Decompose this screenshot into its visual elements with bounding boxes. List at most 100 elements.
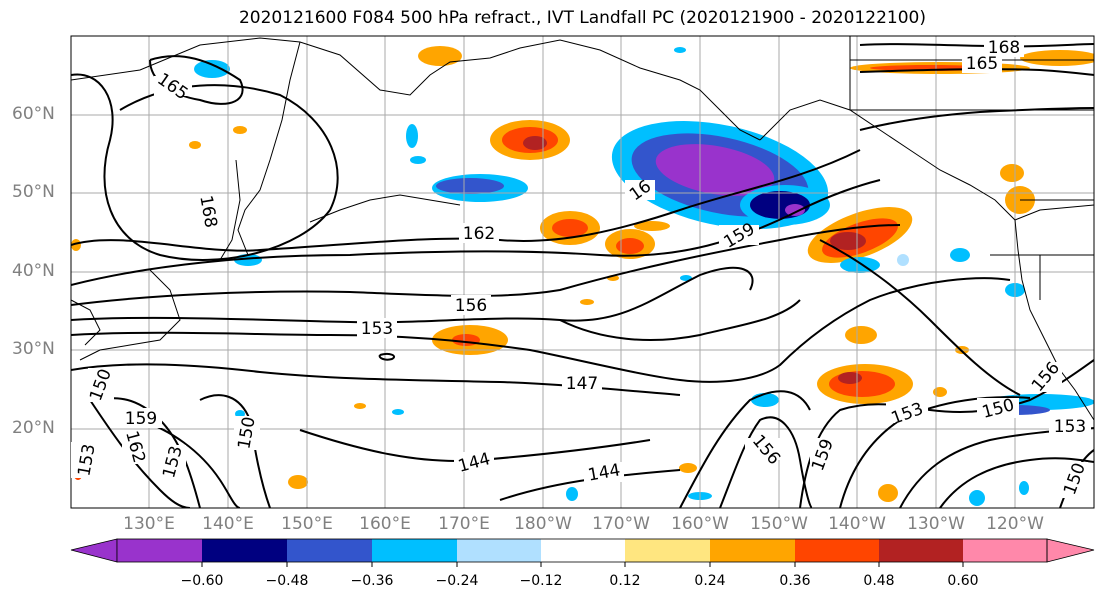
contour-line xyxy=(859,68,1094,76)
lon-label: 160°W xyxy=(671,514,729,534)
colorbar-tick-label: −0.36 xyxy=(350,573,394,589)
anomaly-patch xyxy=(785,204,805,216)
contour-label-group: 150 xyxy=(234,415,260,451)
aleutian-islands xyxy=(309,194,461,223)
anomaly-patch xyxy=(679,463,697,473)
anomaly-patch xyxy=(1019,481,1029,495)
contour-line xyxy=(89,399,191,508)
anomaly-patch xyxy=(288,475,308,489)
refractivity-contours xyxy=(71,43,1094,508)
colorbar-tick-label: 0.48 xyxy=(863,573,895,589)
contour-label: 159 xyxy=(125,409,157,429)
colorbar-max-arrow xyxy=(1046,538,1095,563)
anomaly-patch xyxy=(950,248,970,262)
korea-coastline xyxy=(71,299,101,346)
contour-line xyxy=(939,457,1094,508)
anomaly-patch xyxy=(406,124,418,148)
anomaly-patch xyxy=(655,144,775,196)
map-frame xyxy=(70,35,1095,509)
contour-label-group: 156 xyxy=(451,295,491,316)
lon-label: 180°W xyxy=(514,514,572,534)
anomaly-patch xyxy=(233,126,247,134)
anomaly-patch xyxy=(410,156,426,164)
contour-labels: 165 168 165 16 162 159 168 156 153 147 1… xyxy=(71,37,1091,498)
anomaly-patch xyxy=(566,487,578,501)
colorbar-min-arrow xyxy=(70,538,118,563)
anomaly-patch xyxy=(878,484,898,502)
positive-anomaly-patches xyxy=(71,46,1094,502)
kamchatka-coastline xyxy=(237,41,301,256)
contour-label-group: 150 xyxy=(1060,460,1090,498)
contour-label-group: 153 xyxy=(159,444,187,481)
anomaly-patch xyxy=(750,191,810,219)
contour-line xyxy=(859,107,1094,131)
lat-label: 20°N xyxy=(12,418,55,438)
colorbar xyxy=(70,538,1095,567)
colorbar-segment xyxy=(879,539,963,562)
anomaly-patch xyxy=(634,221,670,231)
anomaly-patch xyxy=(552,219,588,237)
contour-line xyxy=(378,352,396,361)
anomaly-patch xyxy=(751,393,779,407)
negative-anomaly-patches xyxy=(194,47,1105,506)
asia-coastline xyxy=(71,37,761,141)
lon-label: 140°E xyxy=(202,514,254,534)
colorbar-segment xyxy=(372,539,457,562)
anomaly-patch xyxy=(829,371,895,397)
anomaly-patch xyxy=(194,60,230,78)
contour-label-group: 153 xyxy=(71,442,100,478)
lon-label: 170°W xyxy=(592,514,650,534)
contour-line xyxy=(71,73,339,261)
colorbar-segment xyxy=(963,539,1047,562)
anomaly-patch xyxy=(845,326,877,344)
contour-label: 153 xyxy=(361,319,393,339)
contour-label: 153 xyxy=(1054,417,1086,437)
contour-line xyxy=(71,224,901,306)
anomaly-patch xyxy=(523,136,547,150)
japan-coastline xyxy=(79,269,181,361)
colorbar-tick-label: 0.60 xyxy=(947,573,979,589)
colorbar-tick-label: −0.24 xyxy=(435,573,479,589)
contour-line xyxy=(71,179,881,286)
anomaly-patch xyxy=(840,257,880,273)
colorbar-tick-label: 0.24 xyxy=(694,573,726,589)
map-title: 2020121600 F084 500 hPa refract., IVT La… xyxy=(238,8,926,28)
lon-label: 170°E xyxy=(438,514,490,534)
contour-label-group: 162 xyxy=(459,223,499,244)
colorbar-outline xyxy=(116,538,1048,563)
lon-label: 130°W xyxy=(907,514,965,534)
colorbar-tick-label: −0.60 xyxy=(180,573,224,589)
lat-label: 50°N xyxy=(12,182,55,202)
lon-label: 140°W xyxy=(828,514,886,534)
colorbar-ticks xyxy=(201,562,964,567)
us-state-lines xyxy=(990,199,1094,300)
anomaly-patch xyxy=(189,141,201,149)
contour-label-group: 159 xyxy=(808,436,838,473)
anomaly-patch xyxy=(1000,164,1024,182)
colorbar-tick-label: 0.36 xyxy=(779,573,811,589)
anomaly-patch xyxy=(969,490,985,506)
anomaly-patch xyxy=(354,403,366,409)
colorbar-tick-label: −0.48 xyxy=(265,573,309,589)
contour-label: 156 xyxy=(455,296,487,316)
lon-label: 130°E xyxy=(123,514,175,534)
lon-label: 160°E xyxy=(359,514,411,534)
contour-label-group: 144 xyxy=(584,460,624,486)
anomaly-patch xyxy=(674,47,686,53)
colorbar-segment xyxy=(287,539,372,562)
contour-label-group: 153 xyxy=(886,399,928,429)
contour-label: 162 xyxy=(463,224,495,244)
anomaly-patch xyxy=(1095,285,1105,305)
colorbar-segment xyxy=(710,539,795,562)
contour-label-group: 150 xyxy=(86,366,116,403)
contour-line xyxy=(71,277,1011,383)
anomaly-patch xyxy=(897,254,909,266)
anomaly-patch xyxy=(1020,50,1094,66)
lon-label: 150°E xyxy=(281,514,333,534)
anomaly-patch xyxy=(71,239,81,251)
anomaly-patch xyxy=(452,334,480,346)
anomaly-patch xyxy=(418,46,462,66)
contour-line xyxy=(71,149,861,252)
contour-label-group: 153 xyxy=(1049,416,1091,437)
